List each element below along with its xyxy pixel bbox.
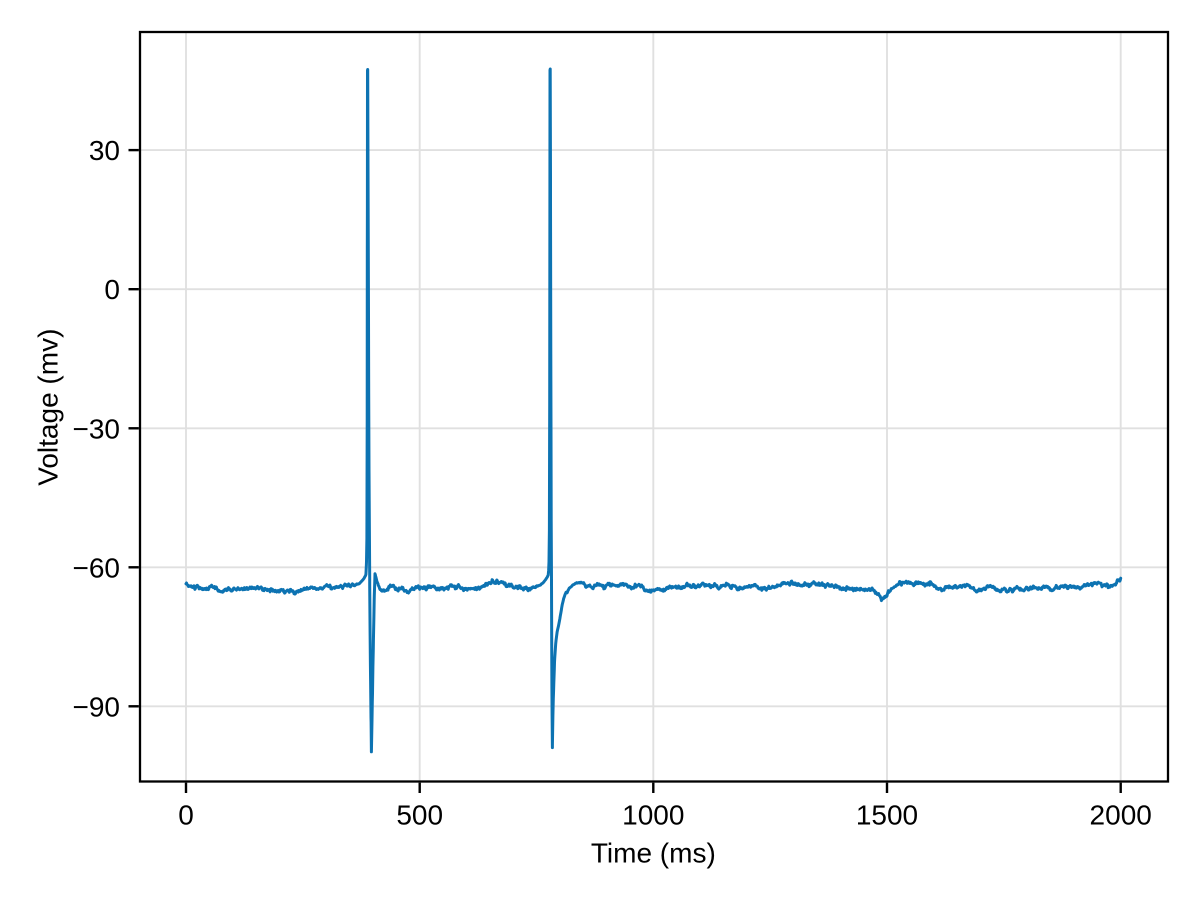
svg-text:1500: 1500 [856,800,918,831]
svg-text:−60: −60 [73,552,121,583]
svg-text:2000: 2000 [1090,800,1152,831]
svg-text:−30: −30 [73,413,121,444]
svg-text:500: 500 [396,800,443,831]
svg-text:−90: −90 [73,691,121,722]
svg-text:0: 0 [104,274,120,305]
svg-text:Voltage (mv): Voltage (mv) [32,329,63,486]
svg-text:Time (ms): Time (ms) [591,838,716,869]
svg-text:1000: 1000 [622,800,684,831]
svg-text:30: 30 [89,135,120,166]
svg-text:0: 0 [178,800,194,831]
